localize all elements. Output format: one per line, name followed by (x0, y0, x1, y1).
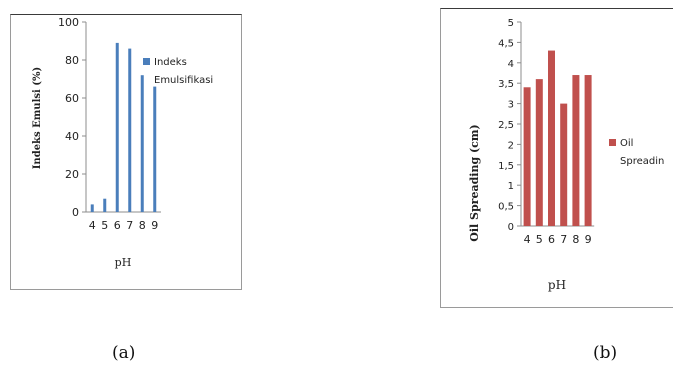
bar (523, 87, 531, 226)
bar (115, 42, 119, 213)
legend-label: Oil (620, 138, 633, 149)
y-tick-label: 0 (72, 206, 79, 219)
chart-a-frame (10, 14, 242, 290)
y-tick-label: 100 (58, 16, 79, 29)
y-tick-label: 3 (508, 100, 514, 111)
bar (548, 50, 555, 227)
y-tick-label: 20 (65, 168, 79, 181)
y-tick-label: 0,5 (498, 202, 514, 213)
chart-b-frame (440, 8, 673, 308)
y-tick-label: 1,5 (498, 161, 514, 172)
x-tick-label: 9 (585, 233, 592, 246)
legend-label: Spreadin (620, 156, 664, 167)
legend-label: Indeks (154, 57, 187, 68)
bar (103, 198, 107, 212)
caption-b: (b) (593, 343, 618, 363)
x-tick-label: 5 (101, 219, 108, 232)
bar (535, 79, 543, 227)
bar (128, 48, 132, 212)
x-axis-label: pH (548, 278, 566, 292)
legend-swatch (609, 139, 616, 146)
y-axis-label: Oil Spreading (cm) (468, 124, 481, 241)
caption-a: (a) (112, 343, 136, 363)
x-tick-label: 6 (548, 233, 555, 246)
y-tick-label: 1 (508, 181, 514, 192)
x-tick-label: 9 (151, 219, 158, 232)
x-tick-label: 7 (126, 219, 133, 232)
x-tick-label: 7 (560, 233, 567, 246)
bar (572, 75, 580, 226)
x-tick-label: 8 (139, 219, 146, 232)
y-tick-label: 80 (65, 54, 79, 67)
x-tick-label: 6 (114, 219, 121, 232)
y-tick-label: 40 (65, 130, 79, 143)
x-tick-label: 8 (572, 233, 579, 246)
y-tick-label: 0 (508, 222, 514, 233)
legend-label: Emulsifikasi (154, 75, 213, 86)
y-tick-label: 4 (508, 59, 514, 70)
bar (153, 86, 157, 212)
x-tick-label: 4 (524, 233, 531, 246)
y-tick-label: 60 (65, 92, 79, 105)
y-tick-label: 3,5 (498, 79, 514, 90)
x-tick-label: 4 (89, 219, 96, 232)
y-axis-label: Indeks Emulsi (%) (32, 67, 43, 170)
y-tick-label: 2,5 (498, 120, 514, 131)
y-tick-label: 5 (508, 18, 514, 29)
bar (90, 204, 94, 212)
x-tick-label: 5 (536, 233, 543, 246)
y-tick-label: 4,5 (498, 38, 514, 49)
legend-swatch (143, 58, 150, 65)
bar (560, 103, 568, 226)
y-tick-label: 2 (508, 140, 514, 151)
bar (140, 75, 144, 212)
x-axis-label: pH (115, 256, 132, 269)
bar (584, 75, 592, 226)
